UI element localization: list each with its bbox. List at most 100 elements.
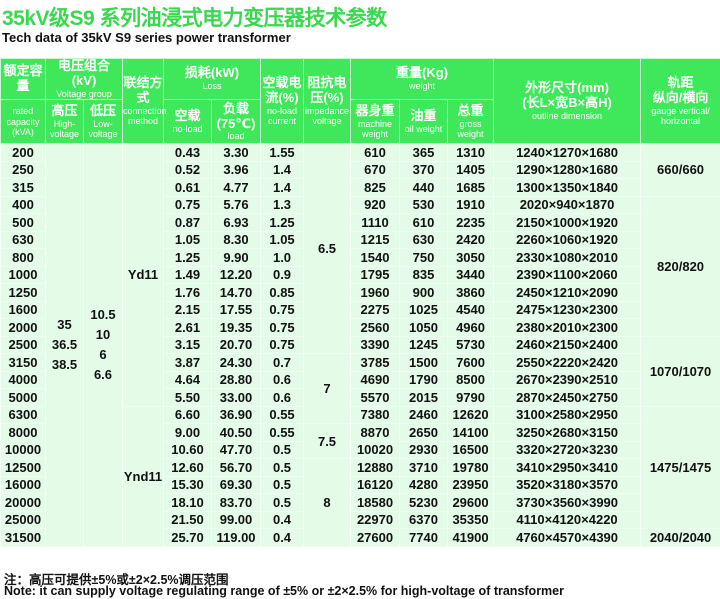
low-voltage-value: 10.5: [90, 306, 116, 322]
machine-weight-cell: 10020: [350, 440, 401, 460]
no-load-current-cell: 0.6: [260, 370, 305, 390]
dimension-cell: 3100×2580×2950: [493, 405, 642, 425]
machine-weight-cell: 27600: [350, 528, 401, 547]
oil-weight-cell: 1790: [399, 370, 449, 390]
no-load-loss-cell: 0.75: [163, 195, 212, 215]
header-gross-weight: 总重 gross weight: [447, 99, 495, 145]
load-loss-cell: 12.20: [210, 265, 262, 285]
oil-weight-cell: 5230: [399, 493, 449, 512]
gross-weight-cell: 35350: [447, 510, 495, 530]
dimension-cell: 3520×3180×3570: [493, 475, 642, 495]
gross-weight-cell: 41900: [447, 528, 495, 547]
dimension-cell: 2450×1210×2090: [493, 283, 642, 302]
header-low-voltage: 低压 Low-voltage: [83, 99, 123, 145]
no-load-current-cell: 0.4: [260, 510, 305, 530]
capacity-cell: 3150: [0, 353, 46, 372]
capacity-cell: 315: [0, 178, 46, 197]
table-row: 3150 3.87 24.30 0.7 7 3785 1500 7600 2550×2220×2…: [0, 353, 720, 425]
header-capacity-en: rated capacity (kVA): [0, 99, 46, 145]
gross-weight-cell: 1910: [447, 195, 495, 215]
no-load-loss-cell: 0.61: [163, 178, 212, 197]
no-load-current-cell: 0.75: [260, 335, 305, 355]
header-loss: 损耗(kW) Loss: [162, 57, 262, 101]
gauge-cell: 660/660: [640, 143, 720, 197]
load-loss-cell: 83.70: [210, 493, 262, 512]
load-loss-cell: 19.35: [210, 318, 262, 337]
no-load-loss-cell: 0.52: [163, 160, 212, 180]
oil-weight-cell: 1025: [399, 300, 449, 320]
oil-weight-cell: 900: [399, 283, 449, 302]
oil-weight-cell: 6370: [399, 510, 449, 530]
table-row: 31500 25.70 119.00 0.4 27600 7740 41900 4760×45…: [0, 528, 720, 547]
oil-weight-cell: 2460: [399, 405, 449, 425]
capacity-cell: 12500: [0, 458, 46, 477]
load-loss-cell: 40.50: [210, 423, 262, 442]
machine-weight-cell: 4690: [350, 370, 401, 390]
gross-weight-cell: 3860: [447, 283, 495, 302]
header-current: 空载电流(%) no-load current: [260, 57, 305, 145]
gross-weight-cell: 4540: [447, 300, 495, 320]
load-loss-cell: 56.70: [210, 458, 262, 477]
no-load-current-cell: 0.75: [260, 300, 305, 320]
capacity-cell: 8000: [0, 423, 46, 442]
load-loss-cell: 33.00: [210, 388, 262, 407]
machine-weight-cell: 920: [350, 195, 401, 215]
dimension-cell: 2870×2450×2750: [493, 388, 642, 407]
dimension-cell: 3730×3560×3990: [493, 493, 642, 512]
gross-weight-cell: 23950: [447, 475, 495, 495]
gauge-cell: 1475/1475: [640, 405, 720, 530]
load-loss-cell: 17.55: [210, 300, 262, 320]
machine-weight-cell: 12880: [350, 458, 401, 477]
header-connection: 联结方式 connection method: [122, 57, 167, 145]
load-loss-cell: 119.00: [210, 528, 262, 547]
load-loss-cell: 5.76: [210, 195, 262, 215]
load-loss-cell: 24.30: [210, 353, 262, 372]
no-load-loss-cell: 0.87: [163, 213, 212, 232]
gross-weight-cell: 3440: [447, 265, 495, 285]
dimension-cell: 2020×940×1870: [493, 195, 642, 215]
capacity-cell: 630: [0, 230, 46, 250]
dimension-cell: 2460×2150×2400: [493, 335, 642, 355]
dimension-cell: 2330×1080×2010: [493, 248, 642, 267]
capacity-cell: 500: [0, 213, 46, 232]
high-voltage-value: 35: [57, 316, 72, 332]
high-voltage-value: 36.5: [51, 336, 78, 352]
no-load-current-cell: 0.7: [260, 353, 305, 372]
header-capacity-cn: 额定容量: [0, 57, 46, 101]
gross-weight-cell: 29600: [447, 493, 495, 512]
machine-weight-cell: 1795: [350, 265, 401, 285]
no-load-current-cell: 1.25: [260, 213, 305, 232]
connection-cell: Yd11: [122, 143, 164, 407]
machine-weight-cell: 1110: [350, 213, 401, 232]
table-row: 6300 Ynd11 6.60 36.90 0.55 7380 2460 12620 3100×…: [0, 405, 720, 547]
load-loss-cell: 9.90: [210, 248, 262, 267]
dimension-cell: 4110×4120×4220: [493, 510, 642, 530]
low-voltage-value: 6: [99, 346, 107, 362]
no-load-loss-cell: 3.87: [163, 353, 212, 372]
gross-weight-cell: 1685: [447, 178, 495, 197]
load-loss-cell: 47.70: [210, 440, 262, 460]
impedance-cell: 8: [303, 458, 352, 547]
dimension-cell: 2380×2010×2300: [493, 318, 642, 337]
no-load-current-cell: 0.75: [260, 318, 305, 337]
dimension-cell: 1300×1350×1840: [493, 178, 642, 197]
load-loss-cell: 14.70: [210, 283, 262, 302]
no-load-loss-cell: 3.15: [163, 335, 212, 355]
no-load-loss-cell: 10.60: [163, 440, 212, 460]
load-loss-cell: 4.77: [210, 178, 262, 197]
table-row: 315 0.61 4.77 1.4 825 440 1685 1300×1350×1840: [0, 178, 720, 197]
no-load-loss-cell: 1.49: [163, 265, 212, 285]
no-load-loss-cell: 18.10: [163, 493, 212, 512]
dimension-cell: 1290×1280×1680: [493, 160, 642, 180]
gross-weight-cell: 2235: [447, 213, 495, 232]
table-row: 2000 2.61 19.35 0.75 2560 1050 4960 2380×2010×2…: [0, 318, 720, 337]
table-row: 4000 4.64 28.80 0.6 4690 1790 8500 2670×2390×25…: [0, 370, 720, 390]
no-load-current-cell: 1.55: [260, 143, 305, 162]
load-loss-cell: 99.00: [210, 510, 262, 530]
header-voltage-group: 电压组合(kV) Voltage group: [45, 57, 123, 101]
connection-cell: Ynd11: [122, 405, 164, 547]
machine-weight-cell: 2560: [350, 318, 401, 337]
no-load-loss-cell: 2.15: [163, 300, 212, 320]
page-subtitle: Tech data of 35kV S9 series power transf…: [2, 30, 291, 45]
oil-weight-cell: 370: [399, 160, 449, 180]
